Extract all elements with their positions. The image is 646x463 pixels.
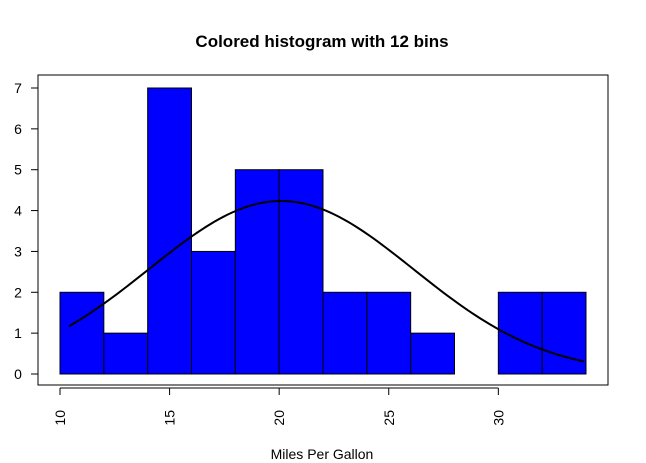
histogram-bar: [234, 169, 280, 375]
histogram-bar: [541, 291, 587, 375]
y-tick-label: 7: [14, 80, 22, 96]
histogram-bar: [191, 250, 236, 375]
y-tick-label: 0: [14, 366, 22, 382]
histogram-bar: [147, 87, 193, 375]
x-tick-label: 20: [271, 410, 287, 426]
bars-group: [59, 87, 587, 375]
y-tick-label: 4: [14, 203, 22, 219]
x-axis: 10 15 20 25 30: [52, 387, 506, 426]
x-tick-label: 10: [52, 410, 68, 426]
histogram-bar: [366, 291, 412, 375]
x-tick-label: 25: [381, 410, 397, 426]
chart-title: Colored histogram with 12 bins: [195, 32, 448, 51]
y-tick-label: 5: [14, 162, 22, 178]
y-axis: 0 1 2 3 4 5 6 7: [14, 80, 39, 382]
y-tick-label: 6: [14, 121, 22, 137]
x-axis-label: Miles Per Gallon: [271, 446, 374, 462]
y-tick-label: 3: [14, 243, 22, 259]
curve-group: [68, 200, 585, 363]
x-tick-label: 30: [490, 410, 506, 426]
y-tick-label: 2: [14, 284, 22, 300]
histogram-bar: [59, 291, 105, 375]
histogram-bar: [322, 291, 368, 375]
histogram-bar: [103, 332, 149, 375]
x-tick-label: 15: [162, 410, 178, 426]
y-tick-label: 1: [14, 325, 22, 341]
histogram-bar: [410, 332, 455, 375]
normal-density-curve: [68, 200, 585, 363]
